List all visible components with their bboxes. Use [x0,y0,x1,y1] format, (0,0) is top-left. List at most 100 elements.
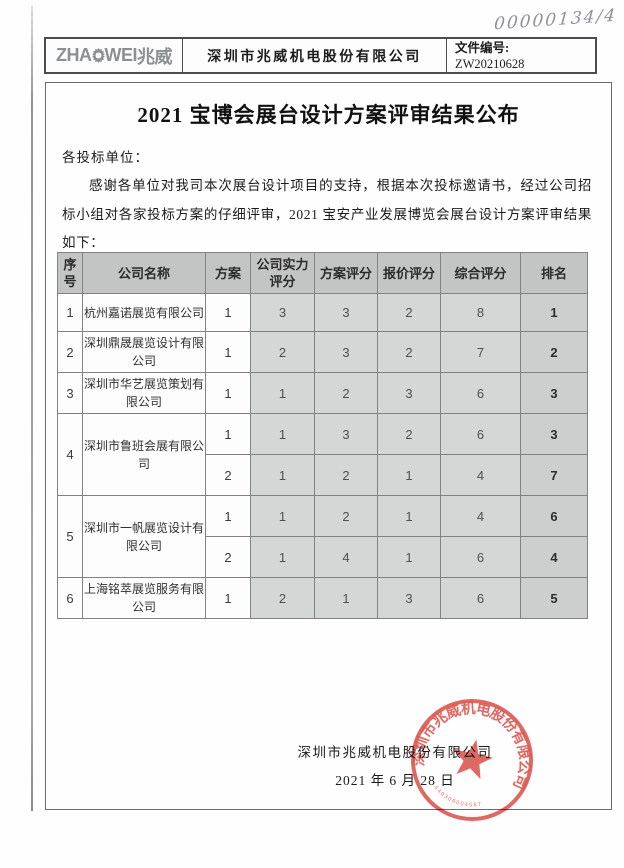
cell-plan: 1 [205,372,251,414]
table-row: 2 1 2 1 4 7 [58,454,588,496]
cell-price: 3 [377,372,441,414]
cell-company: 深圳市华艺展览策划有限公司 [82,372,206,414]
cell-seq: 1 [57,293,83,332]
table-row: 2 深圳鼎晟展览设计有限公司 1 2 3 2 7 2 [57,331,588,373]
doc-number-label: 文件编号: [455,40,510,55]
col-header-price: 报价评分 [377,252,441,294]
footer-date: 2021 年 6 月 28 日 [335,773,455,788]
col-header-seq: 序号 [57,252,83,294]
doc-number-value: ZW20210628 [455,56,525,71]
seal-star-icon [453,739,493,780]
cell-seq: 3 [57,372,83,414]
cell-price: 2 [377,331,441,373]
svg-text:深圳市兆威机电股份有限公司: 深圳市兆威机电股份有限公司 [407,688,545,793]
logo-gear-icon [91,48,106,63]
cell-rank: 3 [520,413,588,455]
cell-rank: 5 [520,577,588,619]
cell-total: 6 [440,577,521,619]
cell-price: 2 [377,413,441,455]
cell-strength: 1 [250,495,315,537]
cell-design: 1 [314,577,378,619]
doc-number-block: 文件编号: ZW20210628 [447,39,595,72]
cell-rank: 4 [520,536,588,578]
col-header-design: 方案评分 [314,252,378,294]
cell-plan: 1 [205,495,251,537]
cell-design: 4 [314,536,378,578]
table-row: 2 1 4 1 6 4 [58,536,588,578]
table-row: 3 深圳市华艺展览策划有限公司 1 1 2 3 6 3 [57,372,588,414]
seal-text: 深圳市兆威机电股份有限公司 [407,688,545,793]
cell-plan: 1 [205,293,251,332]
results-table: 序号 公司名称 方案 公司实力评分 方案评分 报价评分 综合评分 排名 1 杭州… [57,252,588,619]
cell-plan: 1 [205,577,251,619]
cell-seq: 5 [57,495,83,578]
cell-plan: 1 [205,331,251,373]
cell-company: 深圳鼎晟展览设计有限公司 [82,331,206,373]
letterhead-company-name: 深圳市兆威机电股份有限公司 [183,39,447,72]
cell-design: 3 [314,293,378,332]
cell-price: 2 [377,293,441,332]
scan-fold-line [31,6,33,811]
cell-rank: 3 [520,372,588,414]
company-seal: 深圳市兆威机电股份有限公司 440306004567 [407,688,545,821]
cell-design: 3 [314,331,378,373]
cell-strength: 2 [250,577,315,619]
cell-seq: 2 [57,331,83,373]
salutation: 各投标单位： [62,150,149,165]
cell-total: 7 [440,331,521,373]
cell-design: 3 [314,413,378,455]
cell-rank: 1 [520,293,588,332]
cell-design: 2 [314,495,378,537]
cell-price: 1 [377,454,441,496]
handwritten-doc-number: 00000134/4 [493,5,618,35]
table-row: 1 杭州嘉诺展览有限公司 1 3 3 2 8 1 [57,293,588,332]
company-logo: ZHA WEI 兆威 [46,39,183,72]
cell-design: 2 [314,372,378,414]
col-header-company: 公司名称 [82,252,206,294]
cell-strength: 1 [250,413,315,455]
cell-seq: 4 [57,413,83,496]
cell-strength: 2 [250,331,315,373]
col-header-rank: 排名 [520,252,588,294]
letterhead: ZHA WEI 兆威 深圳市兆威机电股份有限公司 文件编号: ZW20210628 [44,37,597,74]
table-row: 5 深圳市一帆展览设计有限公司 1 1 2 1 4 6 [57,495,588,578]
cell-plan: 2 [205,454,251,496]
cell-rank: 6 [520,495,588,537]
logo-text-zha: ZHA [56,45,92,65]
body-paragraph: 感谢各单位对我司本次展台设计项目的支持，根据本次投标邀请书，经过公司招标小组对各… [62,178,592,250]
cell-company: 深圳市鲁班会展有限公司 [82,413,206,496]
page-frame [45,82,612,810]
cell-total: 4 [440,454,521,496]
cell-strength: 3 [250,293,315,332]
cell-strength: 1 [250,536,315,578]
cell-total: 6 [440,372,521,414]
cell-price: 1 [377,536,441,578]
table-header-row: 序号 公司名称 方案 公司实力评分 方案评分 报价评分 综合评分 排名 [57,252,588,294]
table-row: 4 深圳市鲁班会展有限公司 1 1 3 2 6 3 [57,413,588,496]
cell-total: 6 [440,536,521,578]
seal-ring [411,699,533,821]
cell-company: 杭州嘉诺展览有限公司 [82,293,206,332]
table-row: 6 上海铭萃展览服务有限公司 1 2 1 3 6 5 [57,577,588,619]
cell-strength: 1 [250,454,315,496]
cell-total: 4 [440,495,521,537]
footer-company-name: 深圳市兆威机电股份有限公司 [297,745,493,760]
cell-design: 2 [314,454,378,496]
document-title: 2021 宝博会展台设计方案评审结果公布 [137,103,520,127]
cell-seq: 6 [57,577,83,619]
cell-plan: 2 [205,536,251,578]
col-header-strength: 公司实力评分 [250,252,315,294]
col-header-plan: 方案 [205,252,251,294]
cell-total: 6 [440,413,521,455]
cell-rank: 2 [520,331,588,373]
cell-rank: 7 [520,454,588,496]
cell-price: 1 [377,495,441,537]
logo-text-cn: 兆威 [137,46,173,67]
cell-company: 上海铭萃展览服务有限公司 [82,577,206,619]
col-header-total: 综合评分 [440,252,521,294]
cell-strength: 1 [250,372,315,414]
cell-plan: 1 [205,413,251,455]
cell-company: 深圳市一帆展览设计有限公司 [82,495,206,578]
logo-text-wei: WEI [104,45,138,65]
